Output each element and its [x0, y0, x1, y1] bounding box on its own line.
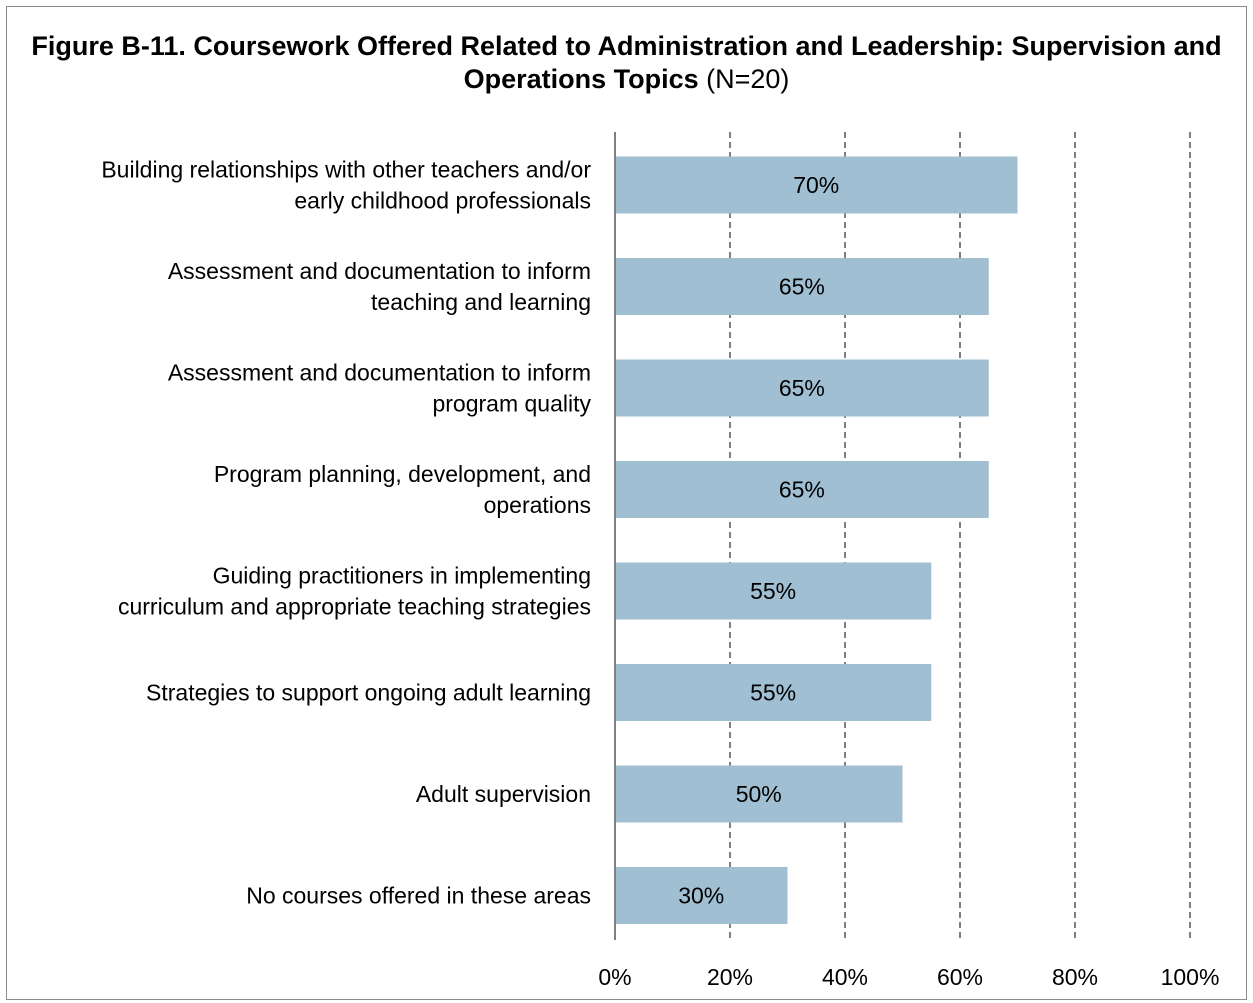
data-label: 55% — [750, 680, 796, 706]
category-label: Program planning, development, and — [214, 461, 591, 487]
data-label: 65% — [779, 477, 825, 503]
data-label: 65% — [779, 274, 825, 300]
x-tick-label: 40% — [822, 964, 868, 990]
chart-title-suffix: (N=20) — [706, 64, 790, 94]
bar — [615, 562, 932, 620]
category-label: Adult supervision — [416, 781, 591, 807]
category-label: curriculum and appropriate teaching stra… — [118, 594, 591, 620]
bar — [615, 359, 989, 417]
category-label: No courses offered in these areas — [246, 883, 591, 909]
data-label: 70% — [793, 172, 839, 198]
category-label: early childhood professionals — [294, 188, 591, 214]
x-tick-label: 20% — [707, 964, 753, 990]
data-label: 65% — [779, 375, 825, 401]
category-label: Strategies to support ongoing adult lear… — [146, 680, 591, 706]
category-label: Assessment and documentation to inform — [168, 258, 591, 284]
bar — [615, 156, 1018, 214]
chart-title-text: Figure B-11. Coursework Offered Related … — [31, 31, 1222, 94]
category-label: program quality — [432, 391, 591, 417]
x-tick-label: 80% — [1052, 964, 1098, 990]
category-label: Building relationships with other teache… — [101, 157, 591, 183]
category-label: Assessment and documentation to inform — [168, 360, 591, 386]
bar — [615, 461, 989, 518]
x-tick-label: 0% — [598, 964, 631, 990]
data-label: 55% — [750, 578, 796, 604]
category-label: operations — [484, 492, 591, 518]
x-tick-label: 60% — [937, 964, 983, 990]
data-label: 50% — [736, 781, 782, 807]
bar — [615, 867, 788, 924]
bar — [615, 664, 932, 721]
x-tick-label: 100% — [1161, 964, 1220, 990]
chart-title: Figure B-11. Coursework Offered Related … — [0, 30, 1253, 96]
category-label: teaching and learning — [371, 289, 591, 315]
bar — [615, 765, 903, 823]
data-label: 30% — [678, 883, 724, 909]
category-label: Guiding practitioners in implementing — [213, 563, 591, 589]
bar — [615, 258, 989, 315]
